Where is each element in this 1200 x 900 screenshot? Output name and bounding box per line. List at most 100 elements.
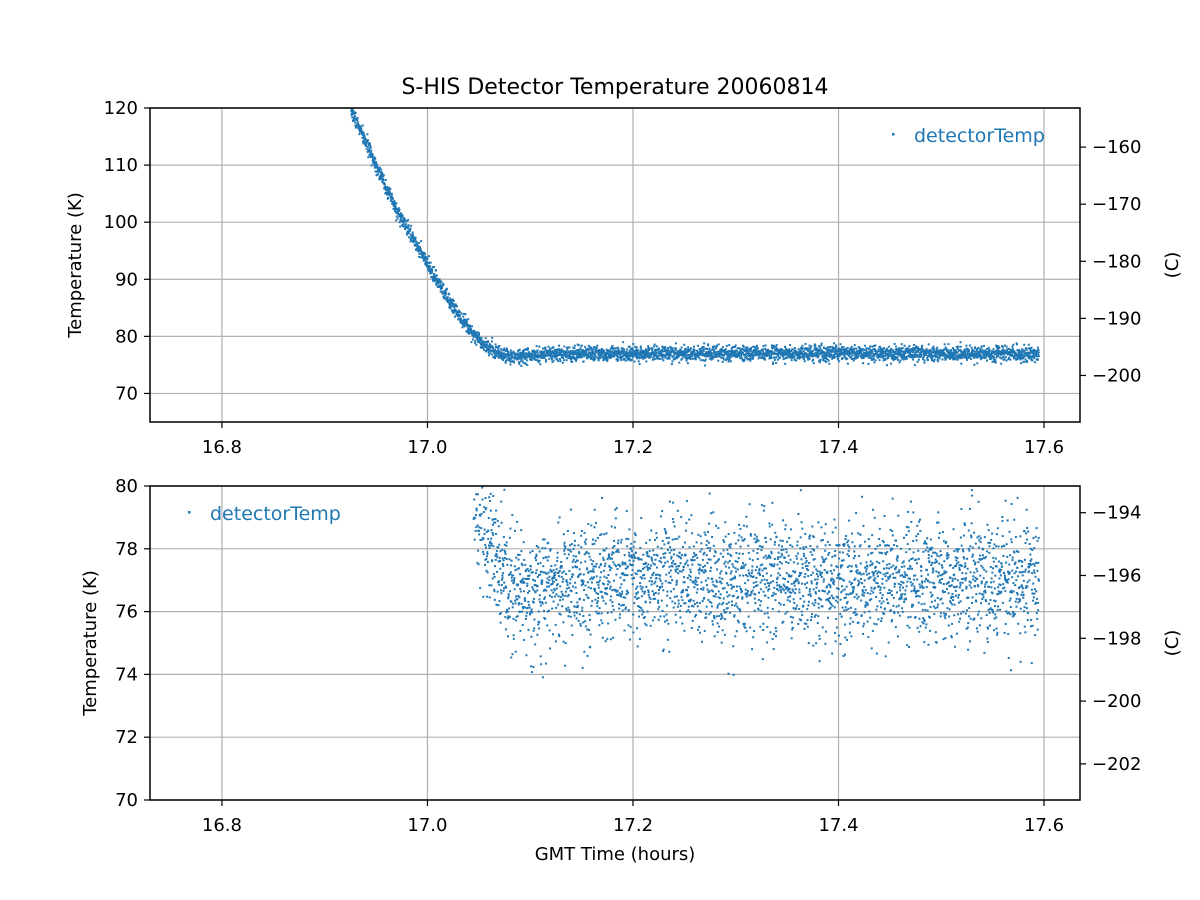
top-data-point [812,358,815,361]
top-data-point [506,349,509,352]
top-data-point [469,325,471,328]
top-data-point [644,356,647,359]
top-data-point [594,348,597,351]
top-data-point [392,207,395,210]
top-data-point [784,362,787,365]
top-data-point [524,348,527,351]
bottom-data-point [564,664,567,667]
bottom-data-point [495,550,498,553]
top-data-point [1027,355,1030,358]
top-data-point [1021,349,1024,352]
top-data-point [905,357,908,360]
top-data-point [574,358,577,361]
top-data-point [645,348,648,351]
top-data-point [817,353,820,356]
bottom-data-point [572,532,575,535]
bottom-data-point [500,592,503,595]
bottom-data-point [618,607,621,610]
bottom-data-point [594,565,597,568]
top-data-point [694,358,697,361]
top-data-point [405,232,408,235]
top-data-point [867,362,870,365]
top-data-point [662,347,665,350]
top-data-point [619,356,622,359]
bottom-data-point [687,594,690,597]
top-y-tick-label: 100 [104,212,138,233]
top-data-point [816,347,819,350]
top-data-point [895,345,898,348]
top-data-point [666,357,669,360]
top-data-point [398,208,401,211]
top-data-point [467,330,470,333]
bottom-data-point [665,536,668,539]
bottom-data-point [681,545,684,548]
top-data-point [830,345,833,348]
bottom-data-point [673,602,676,605]
top-data-point [406,233,409,236]
bottom-data-point [665,573,668,576]
top-data-point [520,364,523,367]
bottom-data-point [489,541,492,544]
bottom-data-point [524,577,527,580]
top-data-point [539,356,542,359]
top-data-point [572,355,575,358]
bottom-data-point [672,521,675,524]
bottom-data-point [493,598,496,601]
bottom-data-point [500,584,503,587]
bottom-data-point [558,516,561,519]
top-data-point [989,358,992,360]
bottom-data-point [559,596,562,599]
top-data-point [903,356,906,359]
bottom-data-point [617,594,620,597]
bottom-data-point [657,599,660,602]
top-data-point [841,346,844,349]
top-data-point [354,111,357,114]
bottom-data-point [542,565,545,568]
top-data-point [517,356,520,359]
top-data-point [680,351,683,354]
top-data-point [952,351,955,354]
bottom-data-point [645,585,648,588]
top-data-point [624,359,627,362]
top-data-point [750,346,753,349]
top-data-point [407,225,410,228]
bottom-data-point [688,599,691,602]
bottom-data-point [631,563,634,566]
top-data-point [763,357,766,360]
top-data-point [504,361,507,364]
top-data-point [1015,358,1018,361]
top-data-point [1016,355,1019,358]
top-data-point [548,347,551,350]
bottom-data-point [566,557,569,560]
top-data-point [607,351,610,354]
top-data-point [697,351,700,354]
top-data-point [882,347,885,350]
top-data-point [909,353,912,356]
top-data-point [581,352,584,355]
bottom-data-point [637,615,640,618]
bottom-data-point [607,580,610,583]
top-data-point [513,357,516,360]
bottom-data-point [541,580,544,583]
top-data-point [639,346,642,349]
top-data-point [582,350,585,352]
top-data-point [790,355,793,358]
top-data-point [717,354,720,357]
bottom-data-point [659,579,662,582]
top-data-point [967,350,970,353]
bottom-data-point [655,577,658,580]
bottom-data-point [619,576,622,579]
top-data-point [962,353,965,356]
top-data-point [853,357,856,360]
top-data-point [887,352,890,355]
bottom-data-point [651,590,654,593]
top-data-point [407,219,410,222]
bottom-data-point [585,551,588,554]
bottom-data-point [669,581,672,584]
bottom-data-point [598,566,601,569]
bottom-data-point [562,594,565,597]
top-data-point [410,239,413,242]
top-data-point [752,345,755,348]
bottom-data-point [536,575,539,578]
top-data-point [834,347,837,350]
